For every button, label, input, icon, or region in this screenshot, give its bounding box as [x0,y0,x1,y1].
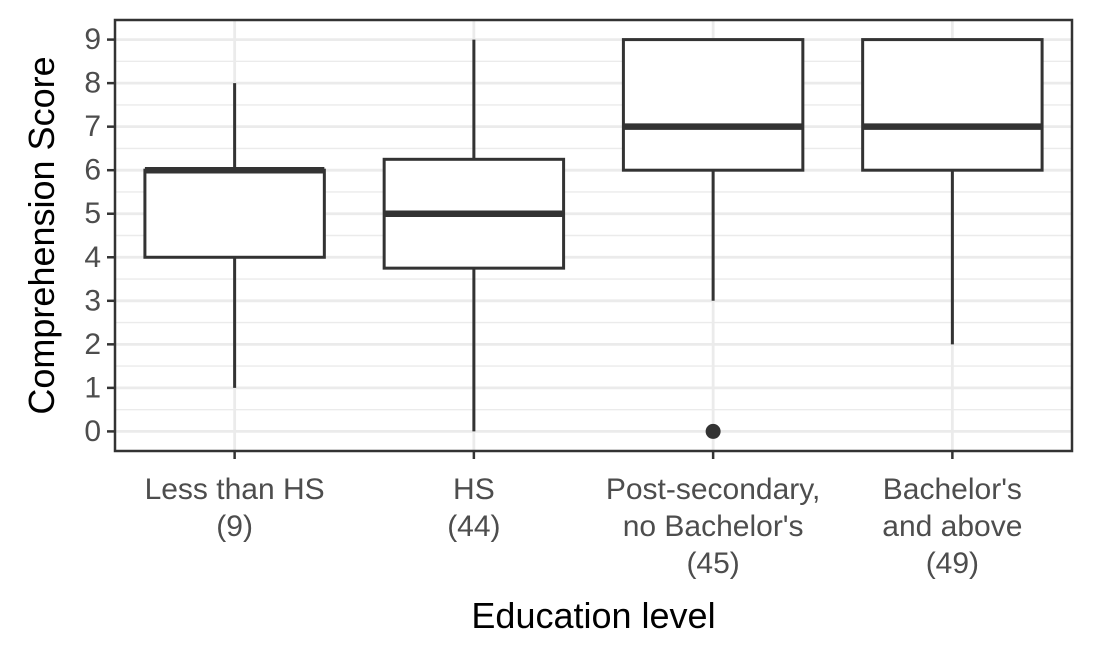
box-1 [143,83,326,388]
y-tick-label: 2 [84,328,101,361]
y-tick-label: 7 [84,110,101,143]
x-tick-label-line: (9) [216,510,253,543]
box-iqr [143,168,326,259]
x-tick-label-line: Bachelor's [883,473,1022,506]
x-tick-label: Bachelor's and above (49) [882,473,1022,580]
x-tick-label-line: (44) [447,510,500,543]
x-axis: Less than HS (9) HS (44) Post-secondary, no B… [145,451,1022,580]
x-tick-label-line: no Bachelor's [623,510,804,543]
x-tick-label: Less than HS (9) [145,473,325,543]
box-4 [861,38,1044,345]
boxes [143,38,1044,439]
y-tick-label: 1 [84,371,101,404]
y-axis-title: Comprehension Score [21,56,62,414]
box-iqr [621,38,805,172]
panel-border [113,18,1074,453]
x-tick-label-line: HS [453,473,495,506]
x-tick-label-line: (45) [686,547,739,580]
x-tick-label-line: and above [882,510,1022,543]
box-iqr [861,38,1044,172]
x-tick-label: Post-secondary, no Bachelor's (45) [606,473,821,580]
y-tick-label: 6 [84,154,101,187]
outlier-point [705,423,721,439]
y-tick-label: 3 [84,284,101,317]
y-tick-label: 9 [84,23,101,56]
y-tick-label: 5 [84,197,101,230]
x-tick-label: HS (44) [447,473,500,543]
y-axis: 0 1 2 3 4 5 6 7 8 9 [84,23,115,448]
x-tick-label-line: Less than HS [145,473,325,506]
box-2 [382,39,566,432]
x-axis-title: Education level [471,595,715,636]
y-tick-label: 0 [84,415,101,448]
y-tick-label: 4 [84,241,101,274]
x-tick-label-line: Post-secondary, [606,473,821,506]
box-3 [621,38,805,439]
x-tick-label-line: (49) [926,547,979,580]
y-tick-label: 8 [84,67,101,100]
